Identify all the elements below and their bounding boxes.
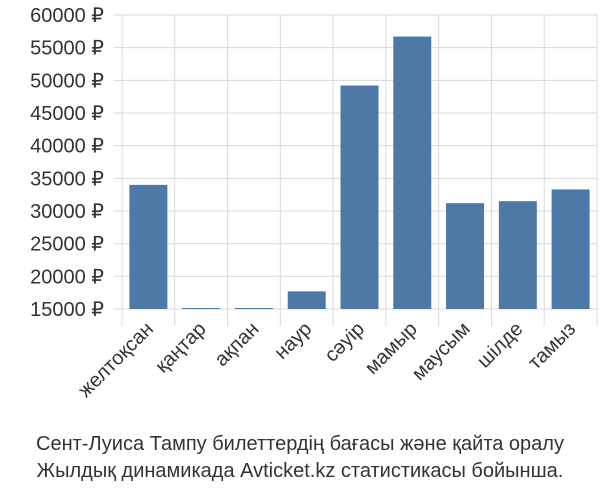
bar-chart: 15000 ₽ 20000 ₽ 25000 ₽ 30000 ₽ 35000 ₽ 40000…	[30, 5, 598, 402]
y-tick-label: 40000 ₽	[30, 136, 104, 158]
x-tick-label: ақпан	[211, 318, 264, 371]
y-tick-label: 55000 ₽	[30, 38, 104, 60]
y-tick-label: 30000 ₽	[30, 201, 104, 223]
chart-caption-line-1: Сент-Луиса Тампу билеттердің бағасы және…	[36, 433, 564, 455]
y-tick-label: 35000 ₽	[30, 168, 104, 190]
x-tick-label: желтоқсан	[74, 318, 158, 402]
x-tick-label: қаңтар	[151, 318, 210, 377]
y-tick-label: 60000 ₽	[30, 5, 104, 27]
x-tick-label: наур	[270, 318, 316, 364]
y-tick-label: 45000 ₽	[30, 103, 104, 125]
bar-наур	[287, 291, 326, 309]
bar-мамыр	[393, 36, 432, 310]
bar-қаңтар	[182, 308, 221, 309]
y-axis: 15000 ₽ 20000 ₽ 25000 ₽ 30000 ₽ 35000 ₽ 40000…	[30, 5, 104, 321]
chart-caption-line-2: Жылдық динамикада Avticket.kz статистика…	[36, 460, 564, 482]
x-tick-label: шілде	[473, 318, 527, 372]
x-tick-label: маусым	[408, 318, 475, 385]
bar-шілде	[498, 201, 537, 309]
x-tick-label: сәуір	[320, 318, 369, 367]
bar-маусым	[446, 203, 485, 309]
bar-желтоқсан	[129, 184, 168, 309]
y-tick-label: 15000 ₽	[30, 299, 104, 321]
y-tick-label: 25000 ₽	[30, 234, 104, 256]
bar-тамыз	[551, 189, 590, 309]
x-tick-label: тамыз	[524, 318, 580, 374]
bar-ақпан	[234, 308, 273, 309]
y-tick-label: 20000 ₽	[30, 266, 104, 288]
bar-сәуір	[340, 85, 379, 309]
bars	[129, 36, 590, 310]
y-tick-label: 50000 ₽	[30, 70, 104, 92]
